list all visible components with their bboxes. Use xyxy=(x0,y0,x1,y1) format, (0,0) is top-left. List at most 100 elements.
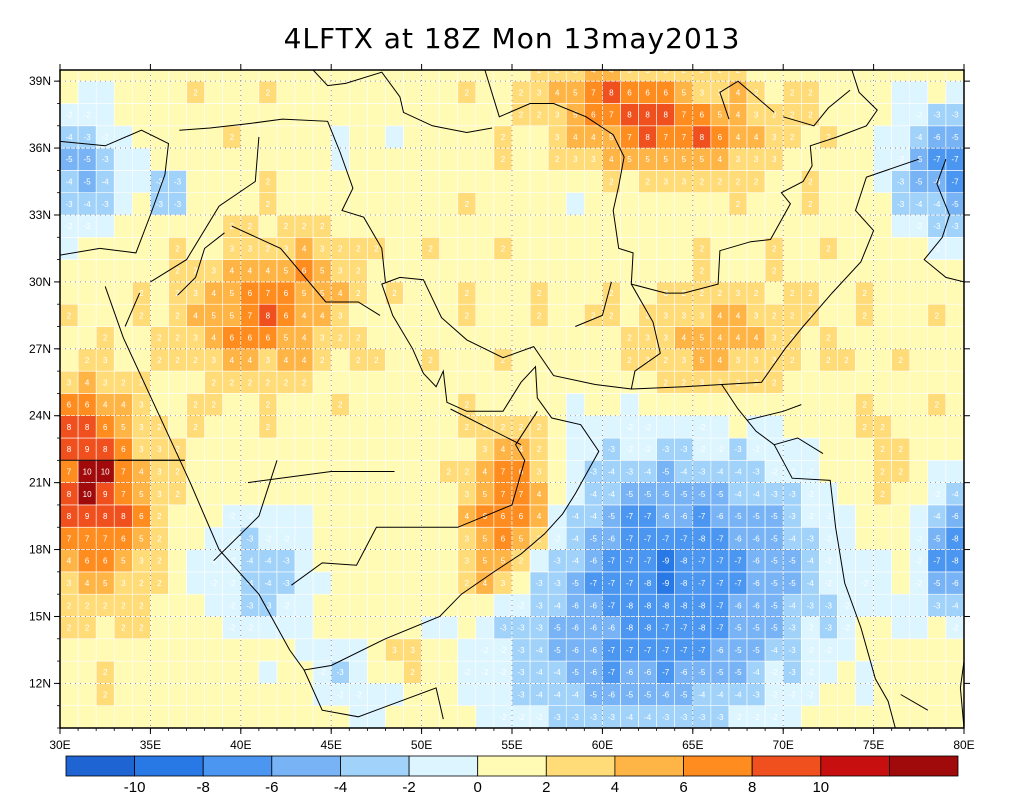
data-cell xyxy=(77,80,97,104)
data-cell xyxy=(204,593,224,617)
data-cell xyxy=(258,683,278,707)
cell-value-label: 2 xyxy=(157,557,162,566)
y-tick-label: 27N xyxy=(29,342,51,356)
data-cell xyxy=(294,683,314,707)
coastline-segment xyxy=(247,471,395,484)
data-cell xyxy=(348,370,368,394)
cell-value-label: -2 xyxy=(517,601,525,610)
cell-value-label: 2 xyxy=(284,378,289,387)
cell-value-label: -6 xyxy=(572,601,580,610)
cell-value-label: 4 xyxy=(537,512,542,521)
cell-value-label: 2 xyxy=(465,311,470,320)
cell-value-label: -2 xyxy=(481,668,489,677)
cell-value-label: 8 xyxy=(645,111,650,120)
data-cell xyxy=(873,571,892,595)
cell-value-label: -3 xyxy=(572,713,580,722)
cell-value-label: 2 xyxy=(808,111,813,120)
cell-value-label: 6 xyxy=(230,334,235,343)
cell-value-label: -6 xyxy=(572,646,580,655)
cell-value-label: 4 xyxy=(338,289,343,298)
cell-value-label: -5 xyxy=(734,668,742,677)
cell-value-label: -2 xyxy=(825,557,833,566)
cell-value-label: -3 xyxy=(789,646,797,655)
data-cell xyxy=(222,482,242,506)
data-cell xyxy=(909,616,929,640)
data-cell xyxy=(330,549,350,573)
cell-value-label: 2 xyxy=(537,289,542,298)
data-cell xyxy=(186,593,206,617)
cell-value-label: -2 xyxy=(499,713,507,722)
cell-value-label: -3 xyxy=(102,200,110,209)
data-cell xyxy=(674,415,694,439)
cell-value-label: 2 xyxy=(862,311,867,320)
data-cell xyxy=(529,70,549,82)
data-cell xyxy=(927,70,947,82)
cell-value-label: 3 xyxy=(700,378,705,387)
data-cell xyxy=(547,437,567,461)
data-cell xyxy=(891,370,911,394)
cell-value-label: 3 xyxy=(772,155,777,164)
data-cell xyxy=(855,348,874,372)
cell-value-label: -4 xyxy=(590,512,598,521)
data-cell xyxy=(782,415,802,439)
data-cell xyxy=(113,237,133,260)
data-cell xyxy=(312,192,332,216)
data-cell xyxy=(638,393,657,416)
cell-value-label: -7 xyxy=(626,557,634,566)
cell-value-label: 6 xyxy=(591,111,596,120)
cell-value-label: 6 xyxy=(627,88,632,97)
data-cell xyxy=(150,70,169,82)
data-cell xyxy=(204,459,224,483)
cell-value-label: -2 xyxy=(210,557,218,566)
cell-value-label: 2 xyxy=(754,178,759,187)
cell-value-label: 2 xyxy=(663,356,668,365)
cell-value-label: -4 xyxy=(572,557,580,566)
x-tick-label: 75E xyxy=(863,738,884,752)
cell-value-label: -3 xyxy=(897,178,905,187)
cell-value-label: -9 xyxy=(662,557,670,566)
data-cell xyxy=(132,237,151,260)
cell-value-label: 7 xyxy=(627,133,632,142)
cell-value-label: 4 xyxy=(302,311,307,320)
data-cell xyxy=(945,70,964,82)
data-cell xyxy=(421,170,441,193)
cell-value-label: -4 xyxy=(590,490,598,499)
cell-value-label: -5 xyxy=(554,624,562,633)
cell-value-label: 3 xyxy=(718,378,723,387)
cell-value-label: 2 xyxy=(248,222,253,231)
cell-value-label: 2 xyxy=(103,691,108,700)
cell-value-label: -7 xyxy=(644,646,652,655)
data-cell xyxy=(837,70,856,82)
data-cell xyxy=(348,437,368,461)
data-cell xyxy=(909,683,929,707)
coastline-segment xyxy=(783,89,851,127)
data-cell xyxy=(240,683,260,707)
cell-value-label: -7 xyxy=(608,557,616,566)
data-cell xyxy=(150,214,169,238)
data-cell xyxy=(77,237,97,260)
data-cell xyxy=(475,281,495,305)
cell-value-label: 3 xyxy=(157,445,162,454)
cell-value-label: -3 xyxy=(753,468,761,477)
data-cell xyxy=(511,348,531,372)
data-cell xyxy=(583,281,603,305)
cell-value-label: -3 xyxy=(174,178,182,187)
data-cell xyxy=(746,192,766,216)
cell-value-label: 2 xyxy=(772,311,777,320)
cell-value-label: -3 xyxy=(536,601,544,610)
cell-value-label: -5 xyxy=(626,490,634,499)
cell-value-label: 2 xyxy=(266,423,271,432)
data-cell xyxy=(493,170,513,193)
cell-value-label: -2 xyxy=(246,624,254,633)
data-cell xyxy=(891,281,911,305)
coastline-segment xyxy=(231,225,381,316)
data-cell xyxy=(547,214,567,238)
data-cell xyxy=(855,459,874,483)
data-cell xyxy=(891,526,911,550)
cell-value-label: 4 xyxy=(519,445,524,454)
data-cell xyxy=(168,705,187,728)
cell-value-label: 2 xyxy=(736,178,741,187)
cell-value-label: 7 xyxy=(121,490,126,499)
data-cell xyxy=(95,80,115,104)
cell-value-label: 2 xyxy=(465,289,470,298)
